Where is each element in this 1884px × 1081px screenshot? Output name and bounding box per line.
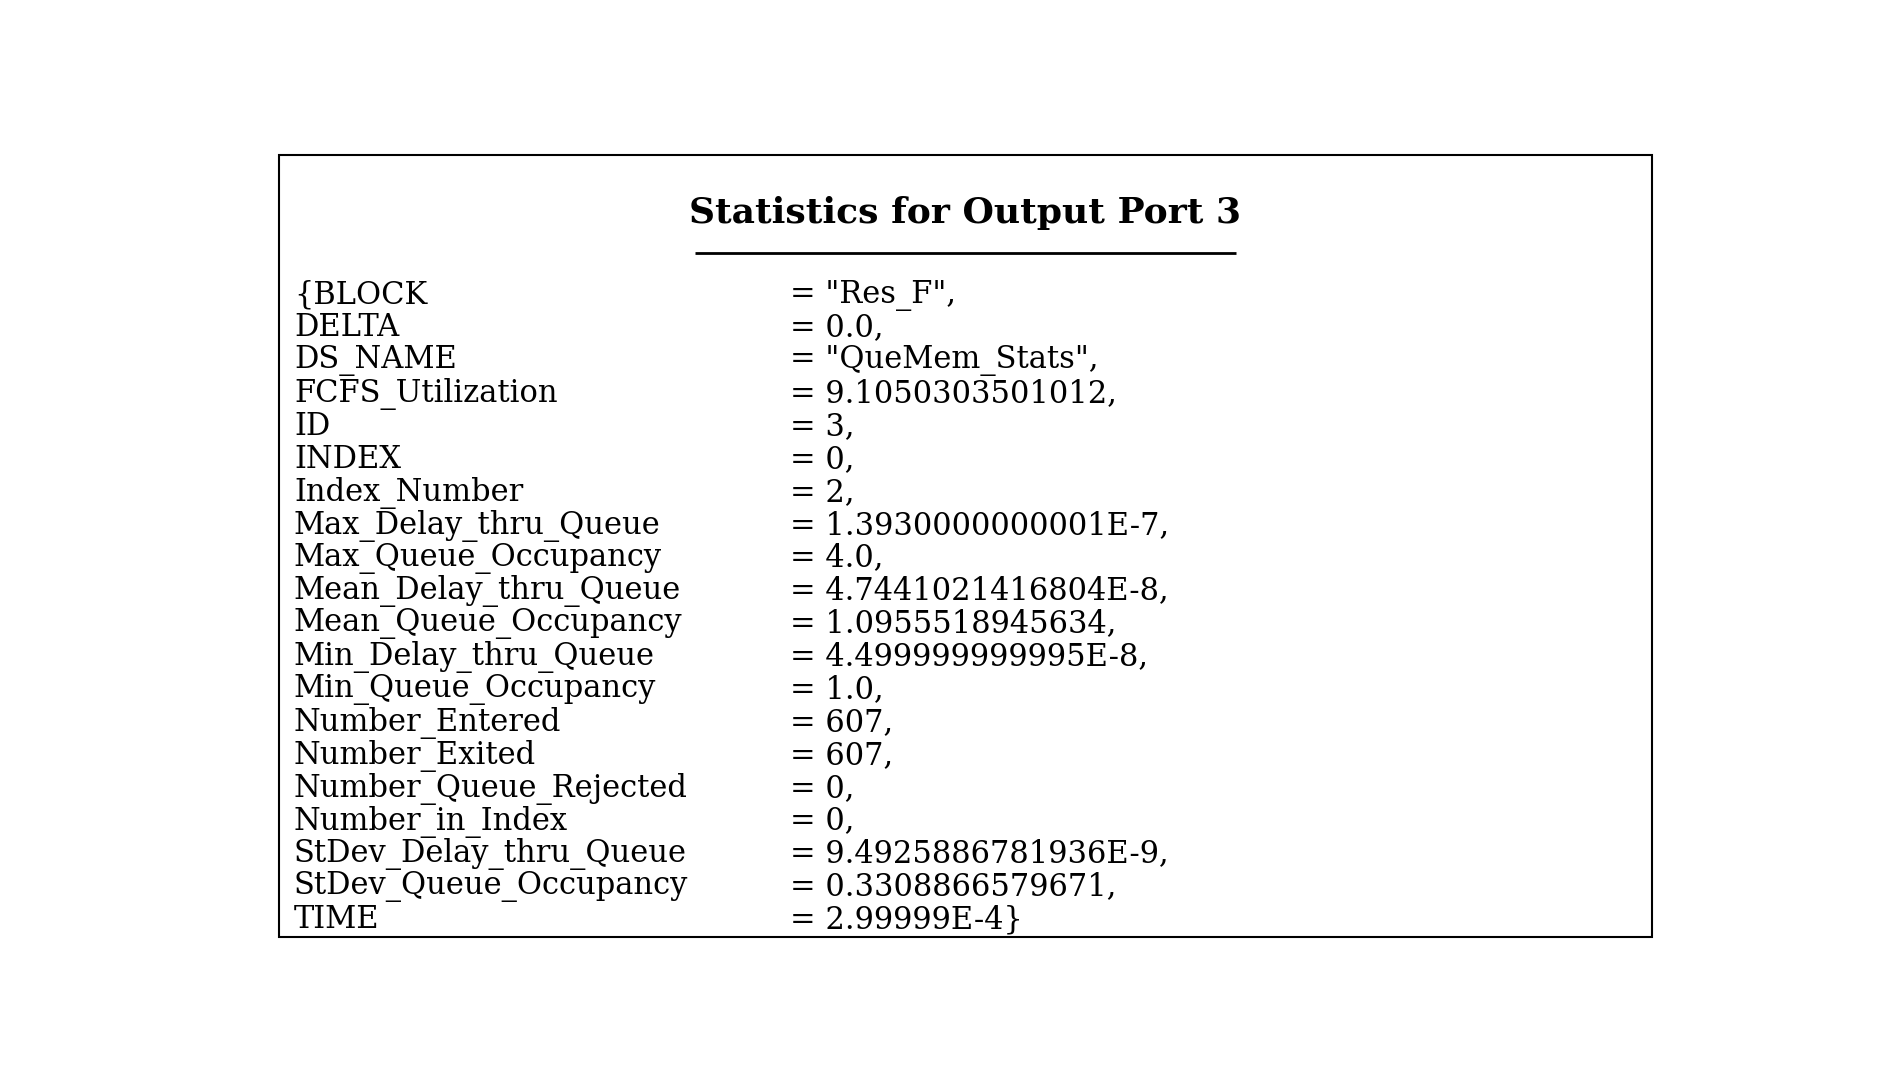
Text: = 0,: = 0, — [791, 444, 855, 475]
Text: FCFS_Utilization: FCFS_Utilization — [294, 378, 558, 410]
Text: StDev_Queue_Occupancy: StDev_Queue_Occupancy — [294, 871, 688, 903]
Text: = 9.4925886781936E-9,: = 9.4925886781936E-9, — [791, 839, 1168, 869]
FancyBboxPatch shape — [279, 155, 1652, 937]
Text: Statistics for Output Port 3: Statistics for Output Port 3 — [690, 197, 1242, 230]
Text: = 1.0,: = 1.0, — [791, 675, 884, 705]
Text: = 4.0,: = 4.0, — [791, 543, 884, 574]
Text: Max_Queue_Occupancy: Max_Queue_Occupancy — [294, 543, 661, 574]
Text: = 607,: = 607, — [791, 707, 893, 738]
Text: Mean_Queue_Occupancy: Mean_Queue_Occupancy — [294, 609, 682, 639]
Text: = "QueMem_Stats",: = "QueMem_Stats", — [791, 345, 1098, 376]
Text: = 2.99999E-4}: = 2.99999E-4} — [791, 904, 1023, 935]
Text: StDev_Delay_thru_Queue: StDev_Delay_thru_Queue — [294, 839, 688, 870]
Text: = 4.499999999995E-8,: = 4.499999999995E-8, — [791, 641, 1149, 672]
Text: Min_Queue_Occupancy: Min_Queue_Occupancy — [294, 675, 656, 705]
Text: DELTA: DELTA — [294, 312, 399, 344]
Text: = 0.3308866579671,: = 0.3308866579671, — [791, 871, 1117, 903]
Text: = 0.0,: = 0.0, — [791, 312, 884, 344]
Text: ID: ID — [294, 411, 330, 442]
Text: INDEX: INDEX — [294, 444, 401, 475]
Text: Number_Queue_Rejected: Number_Queue_Rejected — [294, 773, 688, 804]
Text: = 607,: = 607, — [791, 739, 893, 771]
Text: Mean_Delay_thru_Queue: Mean_Delay_thru_Queue — [294, 575, 682, 608]
Text: = 4.7441021416804E-8,: = 4.7441021416804E-8, — [791, 575, 1168, 606]
Text: Number_Exited: Number_Exited — [294, 739, 537, 772]
Text: DS_NAME: DS_NAME — [294, 345, 456, 376]
Text: = 9.1050303501012,: = 9.1050303501012, — [791, 378, 1117, 410]
Text: = 1.0955518945634,: = 1.0955518945634, — [791, 609, 1117, 639]
Text: = 0,: = 0, — [791, 773, 855, 804]
Text: Number_in_Index: Number_in_Index — [294, 805, 569, 838]
Text: = 0,: = 0, — [791, 805, 855, 837]
Text: Number_Entered: Number_Entered — [294, 707, 561, 739]
Text: TIME: TIME — [294, 904, 379, 935]
Text: Min_Delay_thru_Queue: Min_Delay_thru_Queue — [294, 641, 656, 673]
Text: Max_Delay_thru_Queue: Max_Delay_thru_Queue — [294, 510, 661, 542]
Text: = 3,: = 3, — [791, 411, 855, 442]
Text: Index_Number: Index_Number — [294, 477, 524, 509]
Text: {BLOCK: {BLOCK — [294, 280, 428, 310]
Text: = "Res_F",: = "Res_F", — [791, 280, 957, 310]
Text: = 2,: = 2, — [791, 477, 855, 508]
Text: = 1.3930000000001E-7,: = 1.3930000000001E-7, — [791, 510, 1170, 540]
